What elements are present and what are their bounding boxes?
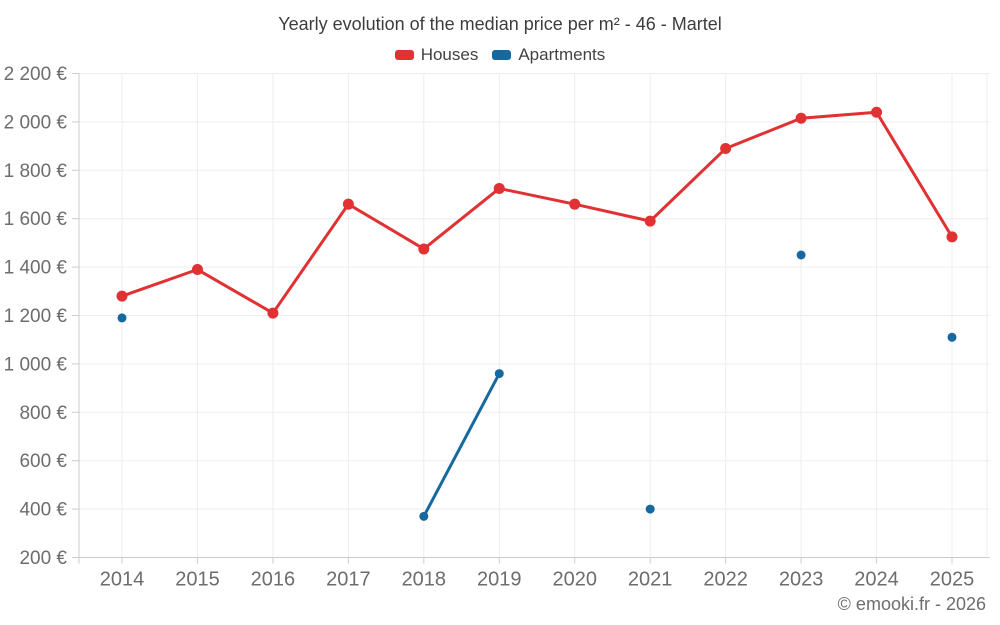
legend-swatch-houses [394,50,414,60]
data-point-houses-2023[interactable] [795,112,807,124]
y-axis-label: 1 400 € [4,258,68,279]
x-axis-label: 2024 [854,569,899,591]
y-axis-label: 1 000 € [4,354,68,375]
chart-title: Yearly evolution of the median price per… [278,14,722,34]
x-axis-label: 2023 [779,569,824,591]
series-line-apartments [422,372,501,518]
data-point-apartments-2018[interactable] [419,511,429,521]
y-axis-label: 2 000 € [4,112,68,133]
y-axis-label: 200 € [19,548,67,569]
x-axis-label: 2019 [477,569,522,591]
legend: Houses Apartments [0,45,1000,65]
legend-item-apartments[interactable]: Apartments [492,45,605,65]
data-point-houses-2019[interactable] [493,182,505,194]
legend-label: Apartments [518,45,606,64]
x-axis-label: 2020 [552,569,597,591]
y-axis-label: 800 € [19,403,67,424]
y-axis-label: 400 € [19,500,67,521]
data-point-apartments-2023[interactable] [796,250,806,260]
x-axis-label: 2025 [930,569,975,591]
data-point-houses-2016[interactable] [267,307,279,319]
copyright-text: © emooki.fr - 2026 [837,594,986,614]
data-point-houses-2018[interactable] [418,243,430,255]
data-point-houses-2024[interactable] [871,106,883,118]
series-line-houses [120,110,954,315]
y-axis-label: 2 200 € [4,64,68,85]
data-point-houses-2017[interactable] [342,198,354,210]
data-point-houses-2015[interactable] [191,264,203,276]
data-point-apartments-2014[interactable] [117,313,127,323]
x-axis-label: 2022 [703,569,748,591]
x-axis-label: 2018 [402,569,447,591]
data-point-apartments-2021[interactable] [645,504,655,514]
y-axis-label: 1 200 € [4,306,68,327]
x-axis-label: 2021 [628,569,673,591]
data-point-houses-2025[interactable] [946,231,958,243]
y-axis-label: 1 800 € [4,161,68,182]
x-axis-label: 2016 [251,569,296,591]
data-point-houses-2022[interactable] [720,143,732,155]
x-axis-label: 2015 [175,569,220,591]
x-axis-label: 2014 [100,569,145,591]
data-point-houses-2020[interactable] [569,198,581,210]
data-point-apartments-2019[interactable] [494,369,504,379]
legend-item-houses[interactable]: Houses [394,45,479,65]
y-axis-label: 600 € [19,451,67,472]
x-axis-label: 2017 [326,569,371,591]
data-point-houses-2014[interactable] [116,290,128,302]
data-point-apartments-2025[interactable] [947,332,957,342]
legend-swatch-apartments [492,50,512,60]
legend-label: Houses [420,45,479,64]
data-point-houses-2021[interactable] [644,215,656,227]
y-axis-label: 1 600 € [4,209,68,230]
